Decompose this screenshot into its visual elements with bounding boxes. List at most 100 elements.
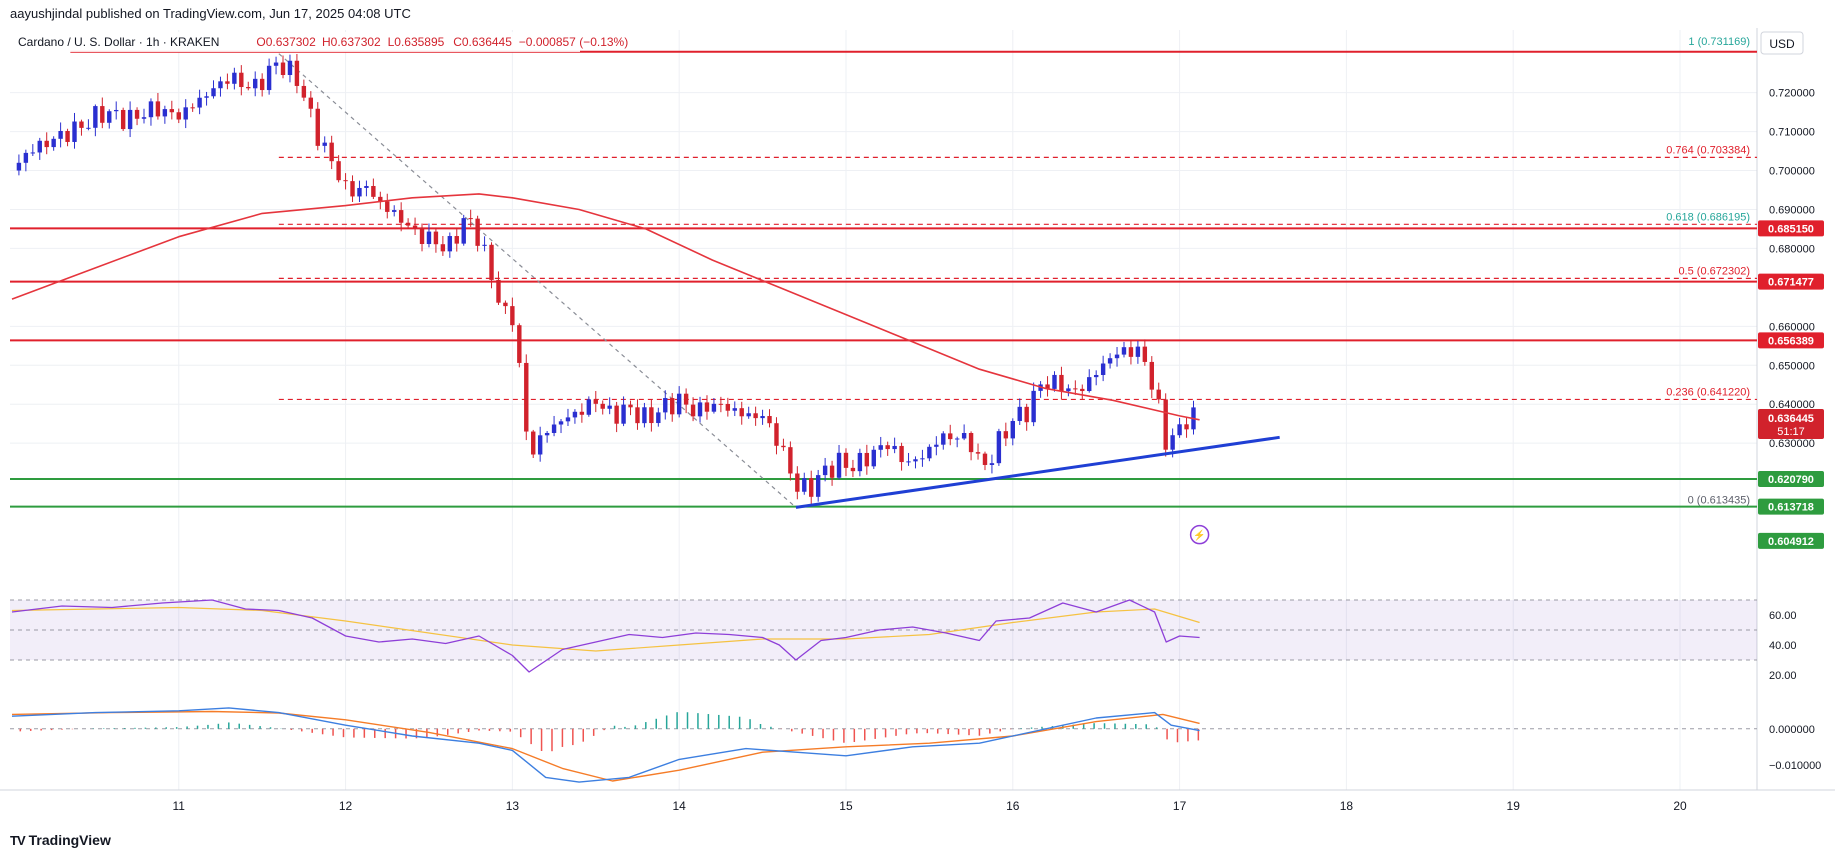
candle-body <box>600 403 605 409</box>
candle-body <box>294 60 300 86</box>
candle-body <box>968 432 974 453</box>
candle-body <box>649 407 654 424</box>
fib-label: 0.5 (0.672302) <box>1678 265 1750 277</box>
candle-body <box>134 109 140 119</box>
price-axis-tag <box>1758 220 1824 237</box>
candle-body <box>343 180 348 182</box>
candle-body <box>1170 435 1175 450</box>
candle-body <box>843 452 849 468</box>
price-axis-tag <box>1758 273 1824 290</box>
candle-body <box>711 403 717 412</box>
candle-body <box>899 445 904 463</box>
candle-body <box>1149 361 1154 390</box>
candle-body <box>1114 354 1120 359</box>
candle-body <box>350 181 355 197</box>
time-axis-label: 19 <box>1507 799 1521 813</box>
alert-icon <box>1189 524 1210 545</box>
fib-label: 0.764 (0.703384) <box>1666 144 1750 156</box>
time-axis-label: 18 <box>1340 799 1354 813</box>
candle-body <box>635 407 640 424</box>
candle-body <box>948 433 953 440</box>
candle-body <box>1142 346 1148 362</box>
candle-body <box>676 393 682 415</box>
candle-body <box>718 403 724 405</box>
candle-body <box>1135 346 1141 357</box>
price-axis-tag <box>1758 532 1824 549</box>
bar-countdown: 51:17 <box>1777 426 1805 438</box>
time-axis-label: 15 <box>839 799 853 813</box>
fib-label: 0.618 (0.686195) <box>1666 211 1750 223</box>
candle-body <box>822 465 828 476</box>
candle-body <box>517 325 522 363</box>
rsi-axis-label: 40.00 <box>1769 640 1797 652</box>
candle-body <box>107 111 112 123</box>
currency-box <box>1760 31 1804 55</box>
candle-body <box>607 405 612 409</box>
candle-body <box>614 405 619 424</box>
time-axis-label: 13 <box>506 799 520 813</box>
currency-label: USD <box>1769 37 1795 51</box>
candle-body <box>148 101 154 118</box>
candle-body <box>1128 347 1134 357</box>
rsi-ma-line <box>11 606 1200 652</box>
candle-body <box>1017 406 1022 421</box>
candle-body <box>878 445 883 450</box>
candle-body <box>398 210 404 223</box>
descending-line <box>278 53 797 508</box>
support-trendline <box>795 435 1280 509</box>
candle-body <box>461 218 466 244</box>
time-axis-label: 17 <box>1173 799 1187 813</box>
candle-body <box>58 130 63 139</box>
candle-body <box>44 140 49 148</box>
candle-body <box>1087 377 1092 392</box>
candle-body <box>259 78 265 91</box>
candle-body <box>329 142 334 162</box>
price-axis-label: 0.660000 <box>1769 321 1815 333</box>
candle-body <box>836 452 842 478</box>
candle-body <box>537 435 543 455</box>
price-axis-tag <box>1758 498 1824 515</box>
fib-label: 1 (0.731169) <box>1688 36 1750 48</box>
candle-body <box>190 107 195 109</box>
candle-body <box>628 404 633 408</box>
candle-body <box>440 244 446 252</box>
fib-label: 0.236 (0.641220) <box>1666 386 1750 398</box>
candle-body <box>697 402 703 417</box>
candle-body <box>301 85 307 98</box>
tradingview-icon: TV <box>10 832 26 848</box>
time-axis-label: 14 <box>672 799 686 813</box>
candle-body <box>892 445 897 450</box>
candle-body <box>266 65 272 91</box>
candle-body <box>551 424 557 433</box>
candle-body <box>482 244 487 246</box>
candle-body <box>1073 388 1078 390</box>
candle-body <box>1163 399 1168 450</box>
candle-body <box>253 78 258 89</box>
time-axis-label: 20 <box>1673 799 1687 813</box>
candle-body <box>934 444 939 447</box>
price-axis-label: 0.640000 <box>1769 399 1815 411</box>
candle-body <box>857 452 863 472</box>
candle-body <box>162 109 168 117</box>
candle-body <box>1045 384 1050 389</box>
header: aayushjindal published on TradingView.co… <box>10 6 411 21</box>
candle-body <box>586 399 592 415</box>
candle-body <box>663 398 668 413</box>
price-axis-label: 0.720000 <box>1769 88 1815 100</box>
alert-icon-glyph: ⚡ <box>1193 529 1205 542</box>
candle-body <box>1107 358 1113 364</box>
candle-body <box>1003 431 1009 439</box>
candle-body <box>23 152 29 163</box>
candle-body <box>127 109 133 130</box>
candle-body <box>176 112 181 120</box>
candle-body <box>760 416 765 419</box>
candle-body <box>927 446 932 459</box>
candle-body <box>1080 388 1085 392</box>
price-axis-tag-label: 0.613718 <box>1768 502 1814 514</box>
price-axis-label: 0.680000 <box>1769 243 1815 255</box>
price-axis-label: 0.710000 <box>1769 127 1815 139</box>
candle-body <box>1059 374 1064 392</box>
price-axis-label: 0.650000 <box>1769 360 1815 372</box>
candle-body <box>336 161 341 181</box>
